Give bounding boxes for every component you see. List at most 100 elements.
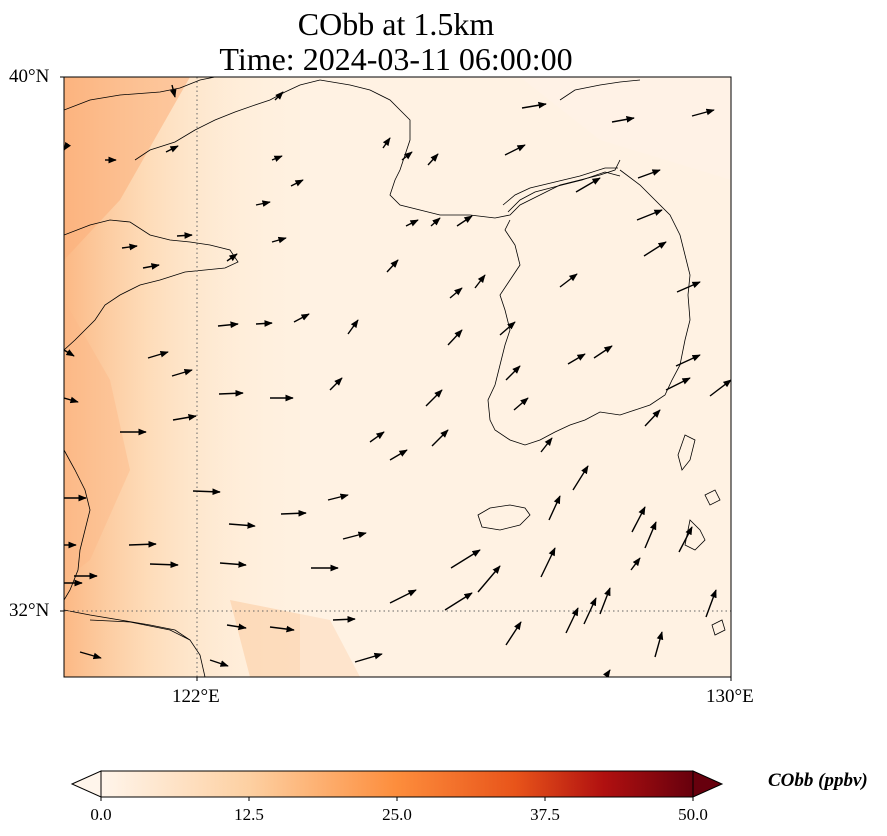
colorbar-label: CObb (ppbv): [768, 770, 868, 791]
map-title: CObb at 1.5km: [297, 6, 495, 42]
wind-arrow: [369, 431, 385, 443]
wind-arrow: [290, 179, 304, 187]
wind-arrow: [329, 377, 343, 391]
colorbar-tick: 37.5: [530, 805, 560, 824]
wind-arrow: [705, 589, 717, 618]
wind-arrow: [389, 589, 417, 604]
wind-arrow: [121, 243, 138, 251]
wind-arrow: [572, 465, 589, 491]
wind-arrow: [450, 549, 481, 569]
wind-arrow: [147, 350, 169, 359]
wind-arrow: [64, 396, 79, 404]
map-subtitle: Time: 2024-03-11 06:00:00: [219, 41, 573, 77]
wind-arrow: [505, 365, 521, 381]
wind-arrow: [405, 219, 419, 227]
lat-label-32n: 32°N: [9, 600, 50, 621]
lon-label-122e: 122°E: [172, 686, 220, 707]
wind-arrow: [644, 409, 661, 427]
wind-arrow: [218, 389, 244, 397]
wind-arrow: [342, 531, 367, 540]
wind-arrow: [630, 557, 641, 571]
wind-arrow: [217, 321, 239, 329]
wind-arrow: [172, 413, 197, 421]
wind-arrow: [709, 379, 731, 397]
wind-arrow: [611, 116, 635, 123]
wind-arrow: [675, 354, 701, 367]
wind-arrow: [575, 177, 601, 193]
wind-arrow: [456, 215, 473, 227]
colorbar-tick: 50.0: [678, 805, 708, 824]
map-frame: [63, 76, 732, 678]
wind-vectors: [64, 84, 731, 677]
wind-arrow: [64, 349, 75, 357]
wind-arrow: [386, 259, 399, 273]
wind-arrow: [444, 592, 473, 611]
wind-arrow: [192, 488, 221, 496]
wind-arrow: [637, 169, 661, 179]
wind-arrow: [389, 449, 408, 461]
wind-arrow: [499, 321, 516, 336]
colorbar-tick: 0.0: [90, 805, 112, 824]
lat-label-40n: 40°N: [9, 66, 50, 87]
colorbar: [70, 770, 724, 801]
wind-arrow: [565, 607, 579, 634]
wind-arrow: [226, 623, 247, 631]
gridlines: [64, 77, 731, 677]
wind-arrow: [280, 509, 307, 517]
wind-arrow: [255, 200, 271, 207]
wind-arrow: [599, 587, 611, 615]
wind-arrow: [583, 597, 597, 625]
wind-arrow: [636, 209, 663, 221]
wind-arrow: [64, 141, 71, 151]
wind-arrow: [567, 353, 586, 365]
wind-arrow: [505, 621, 522, 646]
wind-arrow: [665, 377, 691, 391]
wind-arrow: [219, 561, 247, 568]
wind-arrow: [504, 144, 526, 156]
wind-arrow: [347, 319, 359, 335]
wind-arrow: [327, 493, 349, 501]
wind-arrow: [449, 287, 463, 299]
wind-arrow: [274, 91, 284, 101]
wind-arrow: [447, 329, 463, 346]
wind-arrow: [676, 281, 701, 293]
wind-arrow: [269, 625, 295, 633]
wind-arrow: [427, 153, 439, 166]
wind-arrow: [226, 253, 238, 262]
wind-arrow: [171, 368, 193, 377]
wind-arrow: [644, 521, 657, 549]
wind-arrow: [593, 345, 613, 359]
wind-arrow: [169, 84, 177, 98]
wind-arrow: [521, 101, 547, 109]
wind-arrow: [513, 397, 529, 411]
wind-arrow: [271, 236, 287, 244]
wind-arrow: [209, 659, 229, 667]
wind-arrow: [654, 631, 664, 658]
wind-arrow: [477, 565, 501, 593]
coastlines: [64, 77, 726, 677]
wind-arrow: [382, 137, 391, 149]
wind-arrow: [431, 429, 449, 447]
wind-arrow: [142, 263, 160, 270]
wind-arrow: [548, 495, 561, 521]
wind-arrow: [425, 389, 443, 407]
wind-arrow: [559, 273, 578, 288]
wind-arrow: [678, 526, 693, 553]
wind-arrow: [430, 217, 441, 227]
wind-arrow: [293, 313, 310, 323]
wind-arrow: [149, 561, 179, 569]
wind-arrow: [271, 155, 283, 162]
wind-arrow: [228, 522, 256, 529]
wind-arrow: [165, 145, 179, 153]
wind-arrow: [128, 540, 157, 548]
colorbar-tick: 25.0: [382, 805, 412, 824]
cobb-field: [64, 77, 731, 677]
wind-arrow: [631, 506, 646, 533]
wind-arrow: [176, 232, 193, 239]
wind-arrow: [603, 669, 611, 677]
wind-arrow: [332, 615, 356, 623]
wind-arrow: [255, 320, 273, 327]
wind-arrow: [691, 108, 715, 117]
wind-arrow: [79, 651, 102, 660]
wind-arrow: [540, 437, 553, 453]
